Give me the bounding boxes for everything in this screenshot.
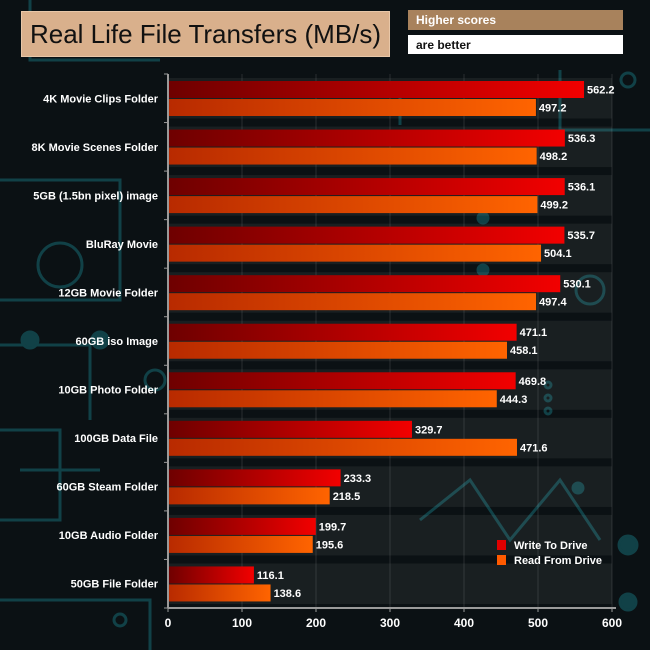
read-bar: [168, 390, 497, 408]
x-tick-label: 600: [602, 616, 622, 630]
write-bar: [168, 81, 585, 98]
read-bar: [168, 535, 313, 553]
category-label: 60GB iso Image: [75, 336, 158, 348]
write-value-label: 536.1: [568, 182, 596, 194]
x-tick-label: 300: [380, 616, 400, 630]
read-value-label: 471.6: [520, 442, 548, 454]
read-bar: [168, 147, 537, 165]
higher-scores-note: Higher scores: [408, 10, 623, 30]
read-bar: [168, 487, 330, 505]
write-value-label: 530.1: [563, 279, 591, 291]
x-tick-label: 400: [454, 616, 474, 630]
category-label: 4K Movie Clips Folder: [43, 93, 159, 105]
read-value-label: 195.6: [316, 539, 344, 551]
write-bar: [168, 178, 565, 196]
write-bar: [168, 469, 341, 487]
write-value-label: 562.2: [587, 85, 615, 97]
write-bar: [168, 517, 316, 535]
write-value-label: 233.3: [344, 473, 372, 485]
read-bar: [168, 341, 507, 359]
x-tick-label: 100: [232, 616, 252, 630]
legend-label-write: Write To Drive: [514, 540, 588, 552]
legend-label-read: Read From Drive: [514, 555, 602, 567]
write-value-label: 329.7: [415, 424, 443, 436]
category-label: 12GB Movie Folder: [58, 287, 158, 299]
write-bar: [168, 420, 412, 438]
x-tick-label: 500: [528, 616, 548, 630]
category-label: 60GB Steam Folder: [57, 482, 159, 494]
category-label: 5GB (1.5bn pixel) image: [33, 190, 158, 202]
read-bar: [168, 196, 538, 214]
read-value-label: 138.6: [274, 588, 302, 600]
read-value-label: 497.2: [539, 103, 567, 115]
write-value-label: 469.8: [519, 376, 547, 388]
legend-swatch-write: [497, 540, 506, 550]
write-bar: [168, 372, 516, 390]
read-bar: [168, 99, 536, 116]
write-bar: [168, 129, 565, 147]
write-bar: [168, 226, 565, 244]
category-label: 10GB Audio Folder: [59, 530, 159, 542]
write-value-label: 471.1: [520, 327, 548, 339]
category-label: 10GB Photo Folder: [58, 385, 158, 397]
read-bar: [168, 293, 537, 311]
write-bar: [168, 275, 561, 293]
read-value-label: 218.5: [333, 491, 361, 503]
are-better-note: are better: [408, 35, 623, 54]
write-value-label: 536.3: [568, 133, 596, 145]
write-bar: [168, 323, 517, 341]
category-label: 8K Movie Scenes Folder: [31, 142, 158, 154]
category-label: 100GB Data File: [74, 433, 158, 445]
read-bar: [168, 438, 517, 456]
x-tick-label: 0: [165, 616, 172, 630]
chart-title: Real Life File Transfers (MB/s): [21, 11, 390, 57]
legend-swatch-read: [497, 555, 506, 565]
category-label: BluRay Movie: [86, 239, 158, 251]
write-value-label: 116.1: [257, 570, 284, 582]
read-value-label: 458.1: [510, 345, 538, 357]
read-bar: [168, 584, 271, 602]
read-value-label: 504.1: [544, 248, 572, 260]
read-value-label: 498.2: [540, 151, 568, 163]
read-value-label: 444.3: [500, 394, 528, 406]
read-bar: [168, 244, 542, 262]
x-tick-label: 200: [306, 616, 326, 630]
write-value-label: 535.7: [567, 230, 595, 242]
write-value-label: 199.7: [319, 521, 347, 533]
read-value-label: 497.4: [539, 297, 567, 309]
read-value-label: 499.2: [540, 200, 568, 212]
category-label: 50GB File Folder: [71, 579, 159, 591]
write-bar: [168, 566, 254, 584]
